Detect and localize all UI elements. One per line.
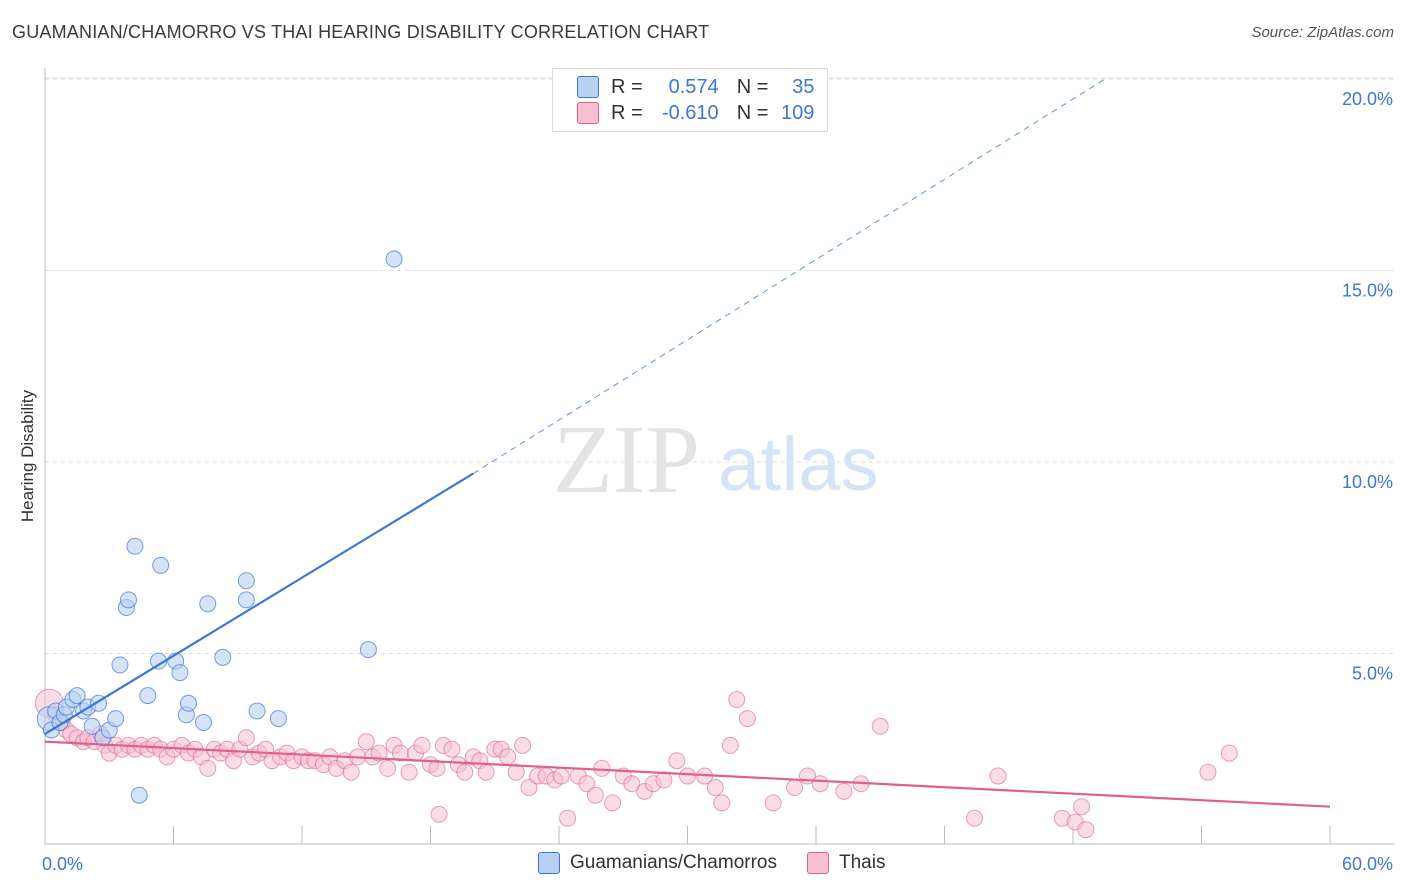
guamanian-point [359, 641, 377, 659]
thai-point [477, 763, 495, 781]
legend-r-label: R = [611, 101, 643, 124]
thai-point [520, 779, 538, 797]
legend-n-value: 109 [781, 101, 815, 124]
legend-swatch-blue [577, 76, 599, 98]
correlation-legend: R = 0.574 N = 35 R = -0.610 N = 109 [552, 68, 828, 132]
thai-point [679, 767, 696, 785]
y-tick-label: 10.0% [1342, 472, 1393, 492]
guamanian-point [237, 572, 255, 590]
thai-point [728, 690, 746, 708]
thai-point [989, 767, 1007, 785]
thai-trend-line [44, 740, 1331, 808]
thai-point [1199, 763, 1217, 781]
chart-title: GUAMANIAN/CHAMORRO VS THAI HEARING DISAB… [12, 22, 710, 42]
guamanian-point [68, 687, 86, 705]
legend-label: Guamanians/Chamorros [570, 852, 777, 873]
legend-swatch-blue [538, 852, 560, 874]
thai-point [237, 729, 255, 747]
thai-point [623, 775, 641, 793]
guamanian-point [179, 694, 197, 712]
thai-point [721, 736, 739, 754]
thai-point [604, 794, 622, 812]
thai-point [443, 740, 461, 758]
thai-point [764, 794, 782, 812]
thai-point [786, 779, 804, 797]
legend-n-label: N = [736, 101, 769, 124]
legend-r-value: -0.610 [661, 101, 719, 124]
thai-point [199, 759, 217, 777]
legend-row-guamanians: R = 0.574 N = 35 [577, 74, 814, 100]
thai-point [738, 710, 756, 728]
series-legend: Guamanians/Chamorros Thais [538, 852, 915, 874]
guamanian-point [199, 595, 217, 613]
guamanian-point [83, 717, 101, 735]
y-axis-label: Hearing Disability [18, 389, 37, 522]
guamanian-point [130, 786, 148, 804]
watermark-zip: ZIP [553, 406, 700, 514]
thai-point [552, 767, 570, 785]
guamanian-point [237, 591, 255, 609]
y-tick-label: 15.0% [1342, 281, 1393, 301]
guamanian-point [214, 648, 232, 666]
guamanian-point [152, 556, 170, 574]
thai-point [593, 759, 611, 777]
guamanian-trend-line [44, 472, 474, 735]
thai-point [456, 763, 474, 781]
y-tick-label: 20.0% [1342, 89, 1393, 109]
legend-swatch-pink [577, 102, 599, 124]
thai-point [357, 733, 375, 751]
guamanian-point [107, 710, 125, 728]
thai-point [342, 763, 360, 781]
thai-point [586, 786, 604, 804]
source-label: Source: ZipAtlas.com [1251, 24, 1394, 41]
guamanian-point [194, 713, 212, 731]
legend-row-thais: R = -0.610 N = 109 [577, 100, 814, 126]
guamanian-point [385, 250, 403, 268]
guamanian-trend-extension [473, 78, 1106, 474]
legend-item-thais[interactable]: Thais [806, 852, 886, 874]
legend-n-label: N = [736, 75, 769, 98]
thai-point [514, 736, 532, 754]
legend-swatch-pink [806, 852, 829, 874]
thai-point [370, 744, 388, 762]
guamanian-point [171, 664, 189, 682]
thai-point [499, 748, 517, 766]
thai-point [1077, 821, 1095, 839]
legend-item-guamanians[interactable]: Guamanians/Chamorros [538, 852, 777, 874]
guamanian-point [269, 710, 287, 728]
thai-point [379, 759, 397, 777]
x-tick-label: 60.0% [1342, 854, 1393, 874]
x-tick-label: 0.0% [42, 854, 83, 874]
thai-point [559, 809, 577, 827]
thai-point [1220, 744, 1238, 762]
guamanian-point [120, 591, 138, 609]
legend-r-label: R = [611, 75, 643, 98]
y-tick-label: 5.0% [1352, 664, 1393, 684]
thai-point [578, 775, 596, 793]
legend-label: Thais [838, 852, 886, 873]
thai-point [1073, 798, 1091, 816]
thai-point [400, 763, 418, 781]
thai-point [811, 775, 829, 793]
guamanian-point [111, 656, 129, 674]
watermark-atlas: atlas [718, 422, 879, 507]
thai-point [871, 717, 889, 735]
thai-point [713, 794, 731, 812]
thai-point [430, 805, 448, 823]
thai-point [668, 752, 686, 770]
guamanian-point [126, 537, 144, 555]
thai-point [835, 782, 853, 800]
legend-n-value: 35 [792, 75, 815, 98]
guamanian-point [139, 687, 157, 705]
thai-point [965, 809, 983, 827]
thai-point [413, 736, 431, 754]
thai-point [507, 763, 525, 781]
legend-r-value: 0.574 [668, 75, 719, 98]
thai-point [706, 779, 724, 797]
guamanian-point [248, 702, 266, 720]
